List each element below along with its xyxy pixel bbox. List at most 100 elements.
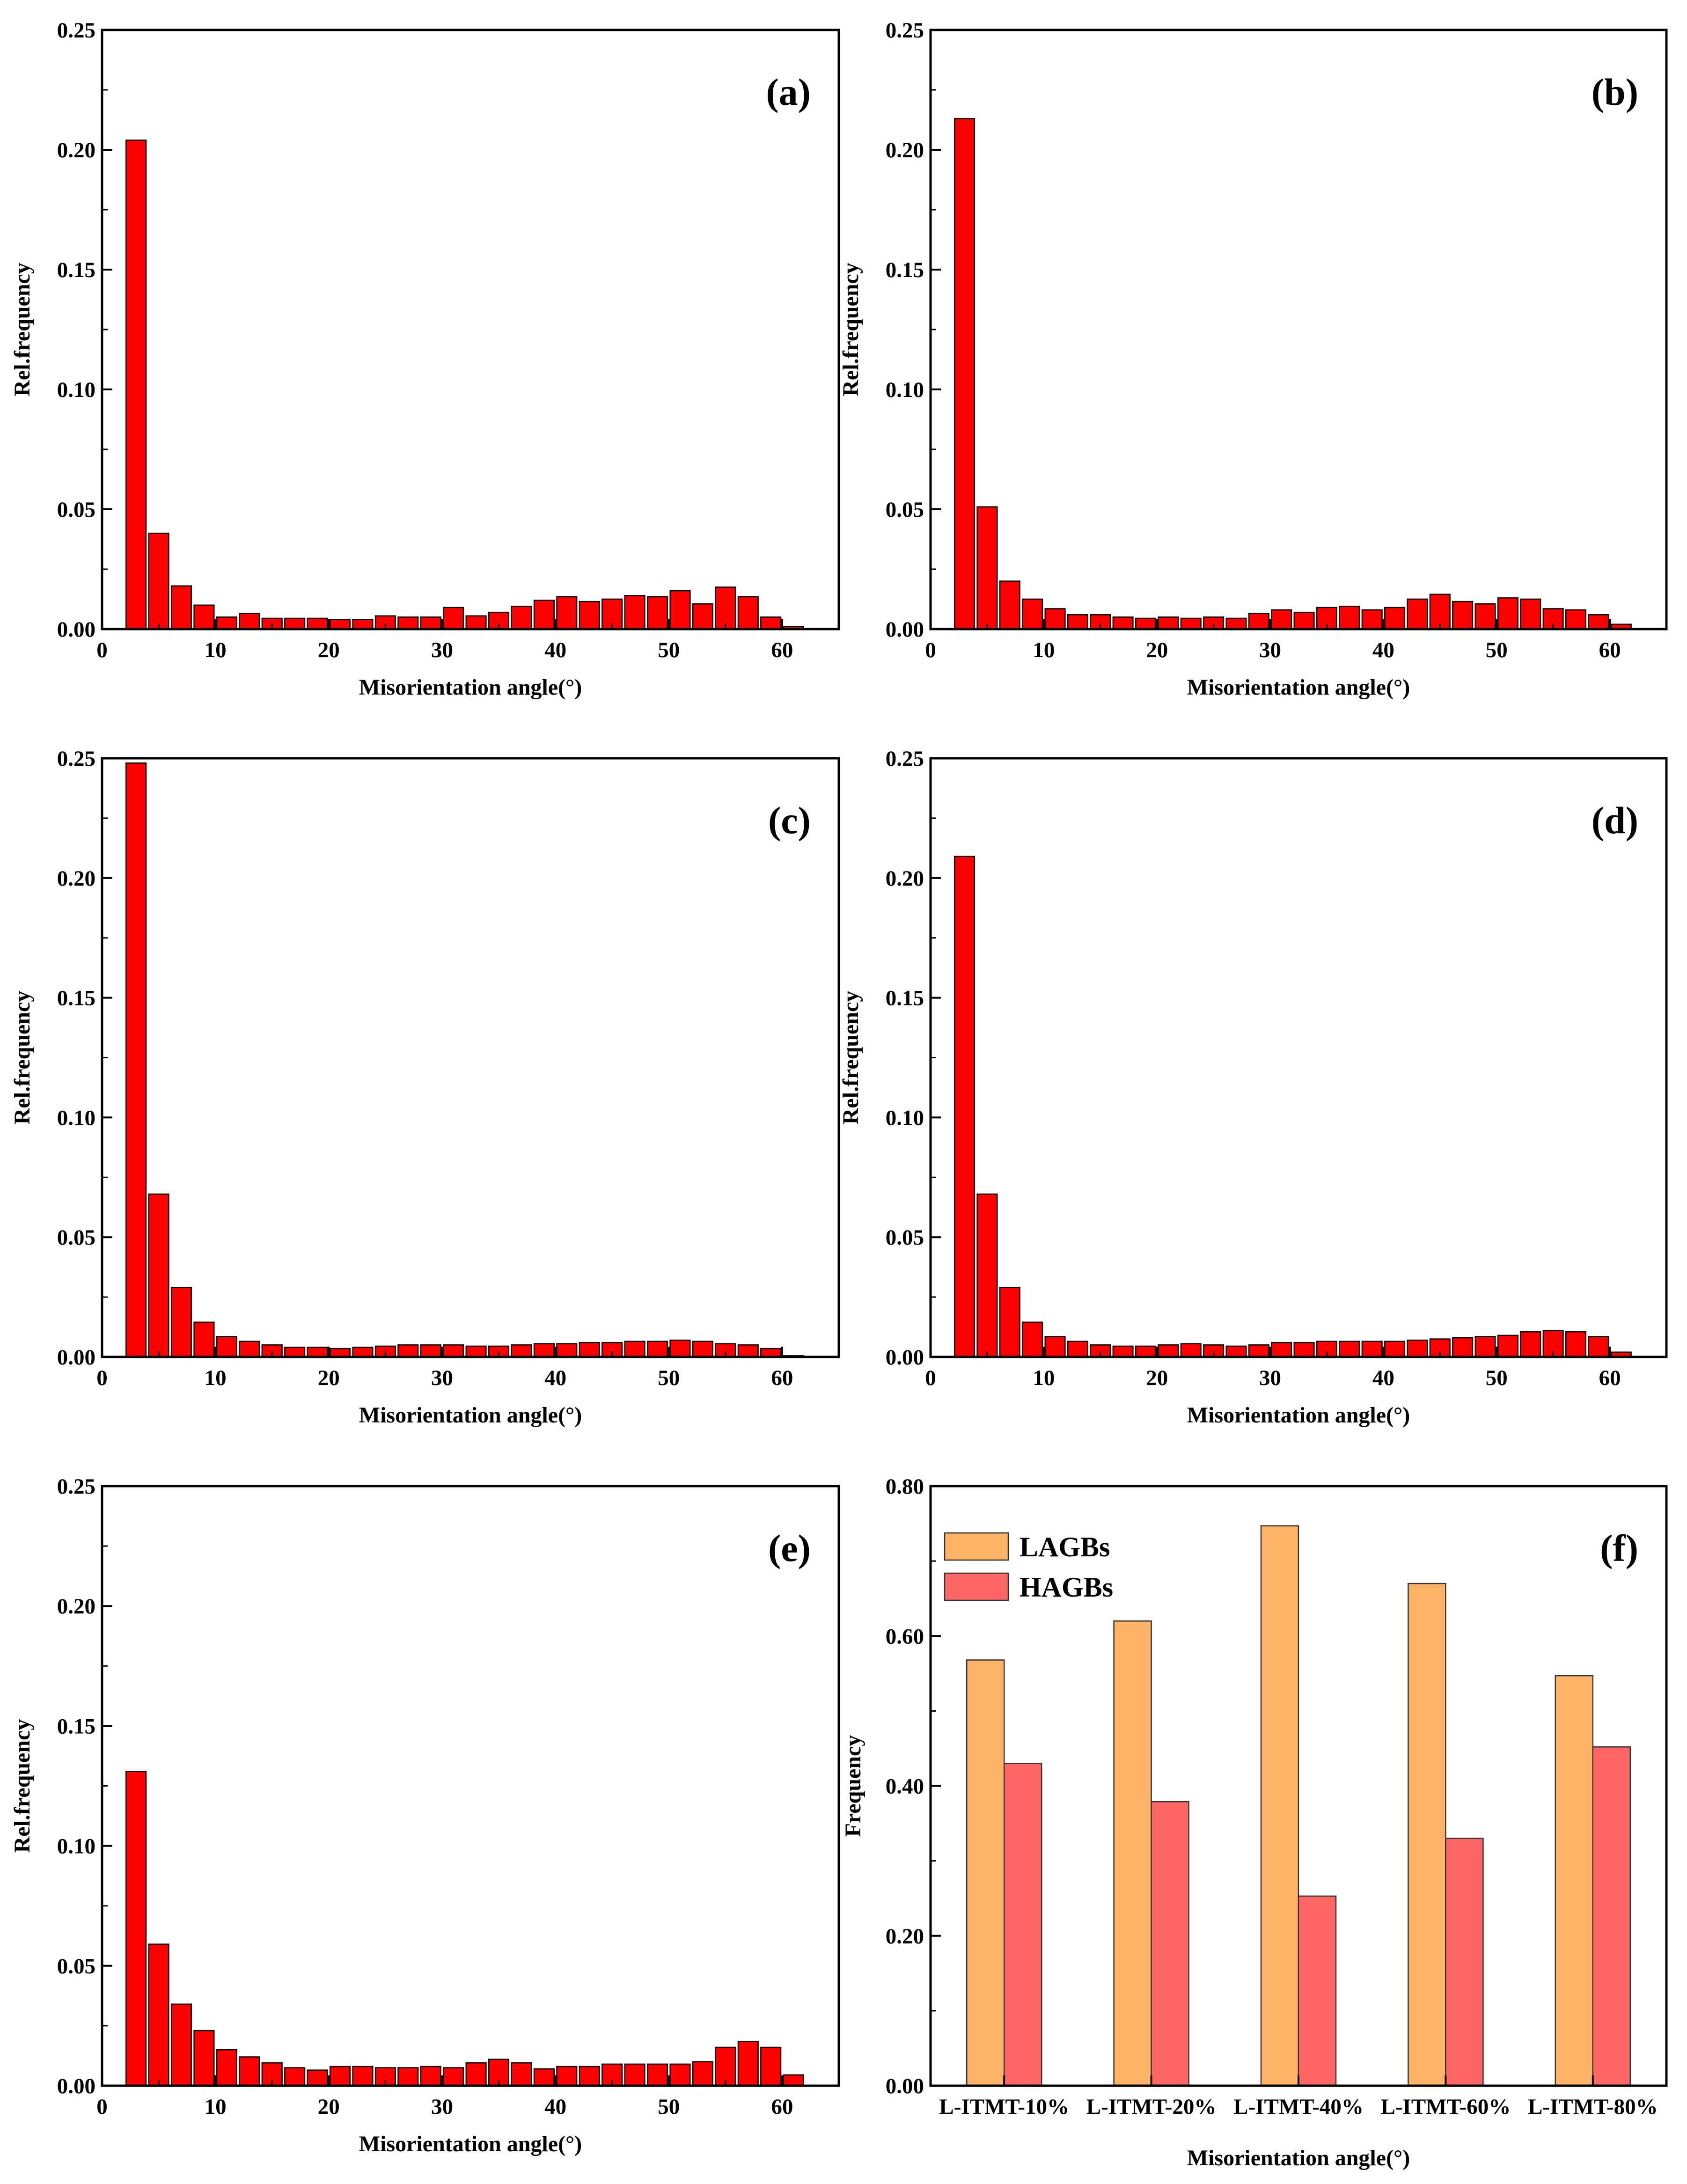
bar-lagbs [1113, 1620, 1152, 2087]
histogram-bar [1361, 609, 1383, 630]
histogram-bar [1044, 1336, 1066, 1358]
histogram-bar [1361, 1341, 1383, 1358]
y-tick-label: 0.00 [886, 617, 924, 642]
histogram-bar [1225, 617, 1247, 630]
histogram-bar [533, 600, 555, 630]
histogram-bar [1520, 1331, 1541, 1358]
category-label: L-ITMT-10% [939, 2095, 1069, 2119]
x-tick-label: 10 [205, 1366, 227, 1390]
histogram-bar [443, 1344, 464, 1358]
histogram-bar [125, 1771, 147, 2087]
x-tick-label: 40 [544, 638, 566, 662]
histogram-bar [1316, 607, 1337, 630]
histogram-bar [307, 2069, 328, 2087]
histogram-bar [556, 1343, 578, 1358]
x-tick-label: 30 [431, 638, 453, 662]
histogram-bar [284, 2067, 306, 2087]
x-tick-label: 60 [771, 638, 793, 662]
histogram-bar [760, 1348, 782, 1358]
histogram-bar [329, 2066, 351, 2087]
histogram-bar [1452, 1337, 1474, 1358]
histogram-bar [760, 616, 782, 630]
chart-panel-b: 0.00 0.05 0.10 0.15 0.20 0.25 0 10 20 30 40 50 60 Mis… [838, 18, 1668, 700]
histogram-bar [465, 1345, 487, 1358]
chart-panel-f: 0.00 0.20 0.40 0.60 0.80 L-ITMT-10% L-ITMT-20%… [841, 1474, 1668, 2170]
y-tick-label: 0.10 [57, 1834, 95, 1859]
histogram-bar [1588, 1336, 1609, 1358]
histogram-bar [579, 1342, 600, 1358]
x-tick-label: 20 [1146, 1366, 1168, 1390]
category-label: L-ITMT-60% [1381, 2095, 1511, 2119]
histogram-bar [352, 2066, 374, 2087]
x-tick-label: 60 [1599, 638, 1621, 662]
histogram-bar [737, 596, 759, 630]
y-tick-label: 0.00 [57, 1345, 95, 1370]
legend-label-hagbs: HAGBs [1020, 1572, 1113, 1603]
histogram-bar [1135, 617, 1157, 630]
histogram-bar [1384, 607, 1406, 630]
x-tick-label: 30 [1259, 1366, 1281, 1390]
histogram-bar [737, 1344, 759, 1358]
histogram-bar [284, 1347, 306, 1358]
x-tick-label: 10 [205, 638, 227, 662]
histogram-bar [1339, 1341, 1360, 1358]
histogram-bar [170, 1287, 192, 1358]
y-tick-label: 0.10 [57, 1106, 95, 1130]
histogram-bar [1271, 609, 1292, 630]
y-tick-label: 0.15 [57, 986, 95, 1011]
histogram-bar [1248, 613, 1269, 630]
histogram-bar [511, 606, 532, 630]
x-axis-title: Misorientation angle(°) [359, 1403, 582, 1428]
y-tick-label: 0.05 [886, 1225, 924, 1250]
histogram-bar [999, 580, 1020, 630]
histogram-bar [1474, 1336, 1496, 1358]
x-tick-label: 30 [431, 2095, 453, 2119]
histogram-bar [760, 2046, 782, 2087]
y-tick-label: 0.80 [886, 1474, 924, 1499]
histogram-bar [488, 2059, 510, 2087]
plot-frame [101, 757, 840, 1358]
histogram-bar [1135, 1345, 1157, 1358]
y-axis-title: Rel.frequency [10, 263, 35, 396]
y-tick-label: 0.15 [57, 258, 95, 282]
histogram-bar [692, 2061, 713, 2087]
bar-hagbs [1445, 1838, 1484, 2087]
x-tick-label: 0 [925, 1366, 936, 1390]
y-tick-label: 0.25 [886, 18, 924, 43]
histogram-bar [1044, 608, 1066, 630]
y-axis-title: Frequency [841, 1735, 866, 1837]
histogram-bar [239, 613, 260, 630]
histogram-bar [1067, 1341, 1088, 1358]
y-tick-label: 0.05 [886, 498, 924, 522]
y-tick-label: 0.20 [57, 866, 95, 891]
histogram-bar [533, 1343, 555, 1358]
histogram-bar [465, 2062, 487, 2087]
x-tick-label: 40 [1372, 638, 1394, 662]
histogram-bar [1090, 614, 1111, 630]
bar-lagbs [966, 1659, 1005, 2087]
histogram-bar [216, 1336, 237, 1358]
chart-panel-c: 0.00 0.05 0.10 0.15 0.20 0.25 0 10 20 30 40 50 60 Mis… [10, 747, 840, 1428]
histogram-bar [624, 1341, 645, 1358]
bar-lagbs [1555, 1675, 1594, 2087]
x-tick-label: 0 [96, 638, 108, 662]
y-tick-label: 0.60 [886, 1624, 924, 1649]
panel-label: (f) [1600, 1527, 1638, 1569]
histogram-bar [397, 1344, 419, 1358]
histogram-bar [1384, 1341, 1406, 1358]
y-axis-title: Rel.frequency [838, 263, 863, 396]
y-tick-label: 0.00 [886, 2074, 924, 2098]
y-tick-label: 0.25 [57, 1474, 95, 1499]
histogram-bar [1022, 598, 1043, 630]
y-tick-label: 0.25 [886, 747, 924, 771]
histogram-bar [216, 2049, 237, 2087]
histogram-bar [193, 1321, 215, 1358]
histogram-bar [148, 532, 169, 630]
histogram-bar [999, 1287, 1020, 1358]
x-axis-title: Misorientation angle(°) [1187, 1403, 1410, 1428]
legend-swatch-lagbs [944, 1532, 1009, 1561]
histogram-bar [1158, 616, 1179, 630]
histogram-bar [329, 619, 351, 630]
histogram-bar [397, 2067, 419, 2087]
x-tick-label: 60 [1599, 1366, 1621, 1390]
